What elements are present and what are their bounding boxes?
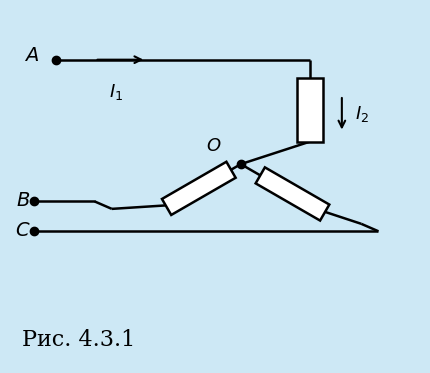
Text: $C$: $C$: [15, 222, 30, 240]
Text: Рис. 4.3.1: Рис. 4.3.1: [22, 329, 135, 351]
Polygon shape: [256, 167, 329, 220]
Text: $I_2$: $I_2$: [355, 104, 369, 124]
Text: $I_1$: $I_1$: [109, 82, 123, 102]
Text: $B$: $B$: [16, 192, 30, 210]
Polygon shape: [162, 162, 236, 215]
Text: $O$: $O$: [206, 137, 221, 155]
Bar: [297, 78, 322, 142]
Text: $A$: $A$: [24, 47, 39, 65]
